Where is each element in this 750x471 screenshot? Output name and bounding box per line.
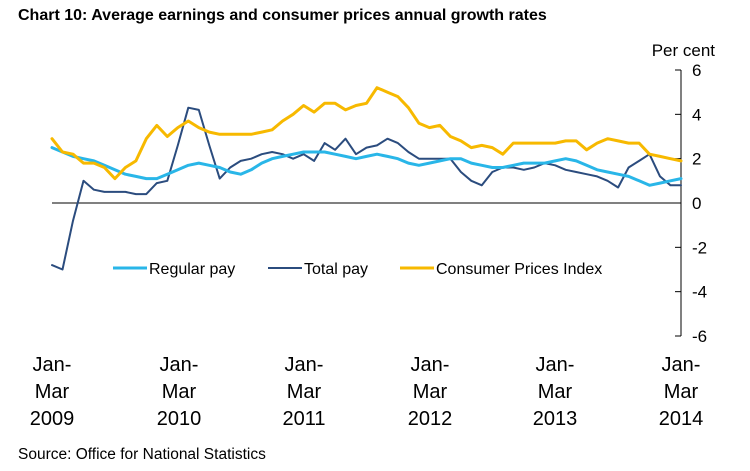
series-line-regular-pay: [50, 146, 683, 187]
y-tick-label: -4: [692, 283, 707, 302]
x-period-label-line: Jan-: [411, 354, 450, 376]
x-period-label-line: Mar: [413, 381, 448, 403]
legend-label: Total pay: [304, 261, 368, 278]
legend-item: Consumer Prices Index: [400, 261, 602, 278]
y-ticks: 6 4 2 0 -2 -4 -6: [675, 61, 707, 346]
x-period-label-line: 2012: [408, 408, 453, 430]
x-period-label: Jan- Mar 2010: [157, 354, 202, 430]
y-tick-label: -6: [692, 327, 707, 346]
x-period-label-line: Mar: [664, 381, 699, 403]
legend-item: Regular pay: [113, 261, 235, 278]
legend-label: Regular pay: [149, 261, 235, 278]
x-period-label-line: 2014: [659, 408, 704, 430]
y-tick-label: 2: [692, 150, 701, 169]
x-period-label: Jan- Mar 2012: [408, 354, 453, 430]
y-tick-label: -2: [692, 238, 707, 257]
x-period-label: Jan- Mar 2011: [282, 354, 325, 430]
y-unit-label: Per cent: [652, 41, 716, 60]
legend-label: Consumer Prices Index: [436, 261, 602, 278]
x-period-label-line: 2010: [157, 408, 202, 430]
y-tick-label: 4: [692, 105, 701, 124]
x-period-label-line: Mar: [162, 381, 197, 403]
x-period-label: Jan- Mar 2009: [30, 354, 75, 430]
series-line-consumer-prices-index: [50, 86, 683, 181]
x-period-label-line: Jan-: [662, 354, 701, 376]
x-period-label-line: Mar: [35, 381, 70, 403]
x-period-label-line: Mar: [287, 381, 322, 403]
source-note: Source: Office for National Statistics: [18, 446, 266, 463]
chart-title: Chart 10: Average earnings and consumer …: [18, 7, 547, 24]
y-tick-label: 6: [692, 61, 701, 80]
legend: Regular pay Total pay Consumer Prices Inde…: [113, 261, 602, 278]
axes: [52, 70, 682, 336]
series-line-total-pay: [51, 106, 682, 271]
x-period-label-line: 2009: [30, 408, 75, 430]
x-period-label-line: Jan-: [285, 354, 324, 376]
x-period-label-line: Jan-: [33, 354, 72, 376]
x-labels: Jan- Mar 2009 Jan- Mar 2010 Jan- Mar 2011 Jan- Mar…: [30, 354, 704, 430]
x-period-label-line: Jan-: [536, 354, 575, 376]
series-lines: [50, 86, 683, 271]
x-period-label: Jan- Mar 2013: [533, 354, 578, 430]
x-period-label: Jan- Mar 2014: [659, 354, 704, 430]
x-period-label-line: Jan-: [160, 354, 199, 376]
x-period-label-line: Mar: [538, 381, 573, 403]
y-tick-label: 0: [692, 194, 701, 213]
x-period-label-line: 2013: [533, 408, 578, 430]
x-period-label-line: 2011: [282, 408, 325, 430]
legend-item: Total pay: [268, 261, 368, 278]
